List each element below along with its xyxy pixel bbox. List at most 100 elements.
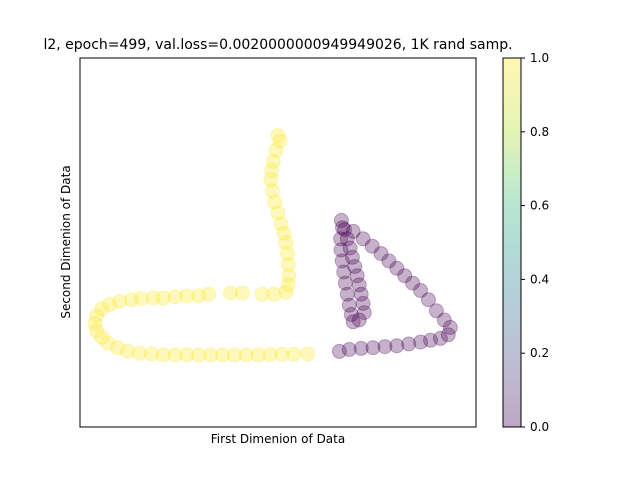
scatter-point xyxy=(300,346,316,362)
scatter-point xyxy=(124,292,139,308)
scatter-point xyxy=(133,291,149,307)
scatter-point xyxy=(286,346,302,362)
scatter-point xyxy=(179,288,195,304)
scatter-point xyxy=(401,336,417,352)
scatter-point xyxy=(349,268,365,284)
scatter-point xyxy=(167,289,183,305)
scatter-point xyxy=(339,231,355,247)
scatter-point xyxy=(223,285,238,301)
scatter-point xyxy=(413,334,429,350)
scatter-point xyxy=(405,275,421,291)
plot-area-frame xyxy=(79,57,477,428)
scatter-point xyxy=(333,231,349,247)
scatter-point xyxy=(191,347,207,363)
scatter-point xyxy=(155,290,171,306)
scatter-point xyxy=(342,240,358,256)
scatter-point xyxy=(262,347,278,363)
scatter-point xyxy=(334,253,350,269)
scatter-point xyxy=(143,346,159,362)
scatter-point xyxy=(203,347,219,363)
scatter-point xyxy=(331,343,347,359)
scatter-point xyxy=(280,257,296,273)
scatter-point xyxy=(353,286,369,302)
colorbar-ticks: 0.0 0.2 0.4 0.6 0.8 1.0 xyxy=(521,51,549,434)
scatter-point xyxy=(273,216,289,232)
scatter-point xyxy=(345,223,361,239)
scatter-point xyxy=(428,303,444,319)
scatter-point xyxy=(167,347,183,363)
scatter-point xyxy=(145,290,161,306)
scatter-point xyxy=(278,235,294,250)
scatter-point xyxy=(442,319,458,335)
scatter-point xyxy=(238,347,254,363)
scatter-point xyxy=(280,277,296,293)
scatter-point xyxy=(355,295,371,311)
scatter-point xyxy=(389,338,405,354)
y-axis-label: Second Dimenion of Data xyxy=(59,165,73,318)
scatter-point xyxy=(276,225,292,241)
scatter-point xyxy=(365,340,381,356)
scatter-point xyxy=(421,292,436,308)
scatter-point xyxy=(201,286,217,302)
colorbar-tick-label: 0.2 xyxy=(530,346,549,360)
scatter-point xyxy=(377,339,393,355)
scatter-point xyxy=(120,343,135,359)
scatter-point xyxy=(344,249,360,265)
scatter-point xyxy=(191,288,207,304)
scatter-point xyxy=(94,329,110,345)
scatter-point xyxy=(280,246,295,262)
scatter-point xyxy=(336,264,352,280)
scatter-point xyxy=(356,305,372,321)
colorbar-frame xyxy=(502,57,522,428)
scatter-point xyxy=(102,297,118,312)
scatter-point xyxy=(351,312,367,328)
scatter-point xyxy=(155,347,171,363)
scatter-point xyxy=(423,332,438,348)
scatter-point xyxy=(335,220,350,236)
colorbar-tick-label: 0.0 xyxy=(530,420,549,434)
scatter-point xyxy=(270,205,286,221)
scatter-point xyxy=(264,163,280,178)
series-class-0 xyxy=(331,212,458,359)
scatter-point xyxy=(343,307,359,322)
scatter-point xyxy=(436,312,452,328)
x-axis-label: First Dimenion of Data xyxy=(211,432,345,446)
scatter-point xyxy=(389,260,405,276)
scatter-point xyxy=(278,284,294,300)
scatter-point xyxy=(351,277,367,293)
scatter-point xyxy=(337,275,353,291)
scatter-point xyxy=(250,347,266,363)
scatter-point xyxy=(265,153,281,169)
scatter-point xyxy=(364,238,380,254)
scatter-point xyxy=(270,128,286,143)
chart-title: l2, epoch=499, val.loss=0.00200000009499… xyxy=(43,37,512,53)
scatter-point xyxy=(281,268,297,284)
colorbar-tick-label: 0.6 xyxy=(530,199,549,213)
colorbar-tick-label: 0.8 xyxy=(530,125,549,139)
scatter-point xyxy=(215,347,231,363)
scatter-point xyxy=(345,314,361,330)
scatter-points xyxy=(87,128,458,363)
scatter-point xyxy=(112,294,128,309)
scatter-point xyxy=(413,283,429,298)
scatter-point xyxy=(89,323,105,339)
scatter-point xyxy=(263,172,279,188)
scatter-point xyxy=(234,285,250,301)
scatter-point xyxy=(337,222,352,238)
scatter-point xyxy=(397,268,413,284)
scatter-point xyxy=(179,347,195,363)
colorbar-tick-label: 0.4 xyxy=(530,272,549,286)
scatter-point xyxy=(268,142,284,158)
scatter-point xyxy=(265,183,280,199)
scatter-point xyxy=(131,345,147,361)
scatter-point xyxy=(267,194,283,210)
scatter-point xyxy=(272,133,288,149)
scatter-point xyxy=(353,340,369,356)
scatter-point xyxy=(89,308,105,324)
scatter-point xyxy=(110,340,126,356)
scatter-point xyxy=(373,246,389,262)
scatter-point xyxy=(274,346,290,362)
scatter-point xyxy=(440,327,456,343)
scatter-point xyxy=(266,286,282,302)
scatter-point xyxy=(432,330,448,346)
